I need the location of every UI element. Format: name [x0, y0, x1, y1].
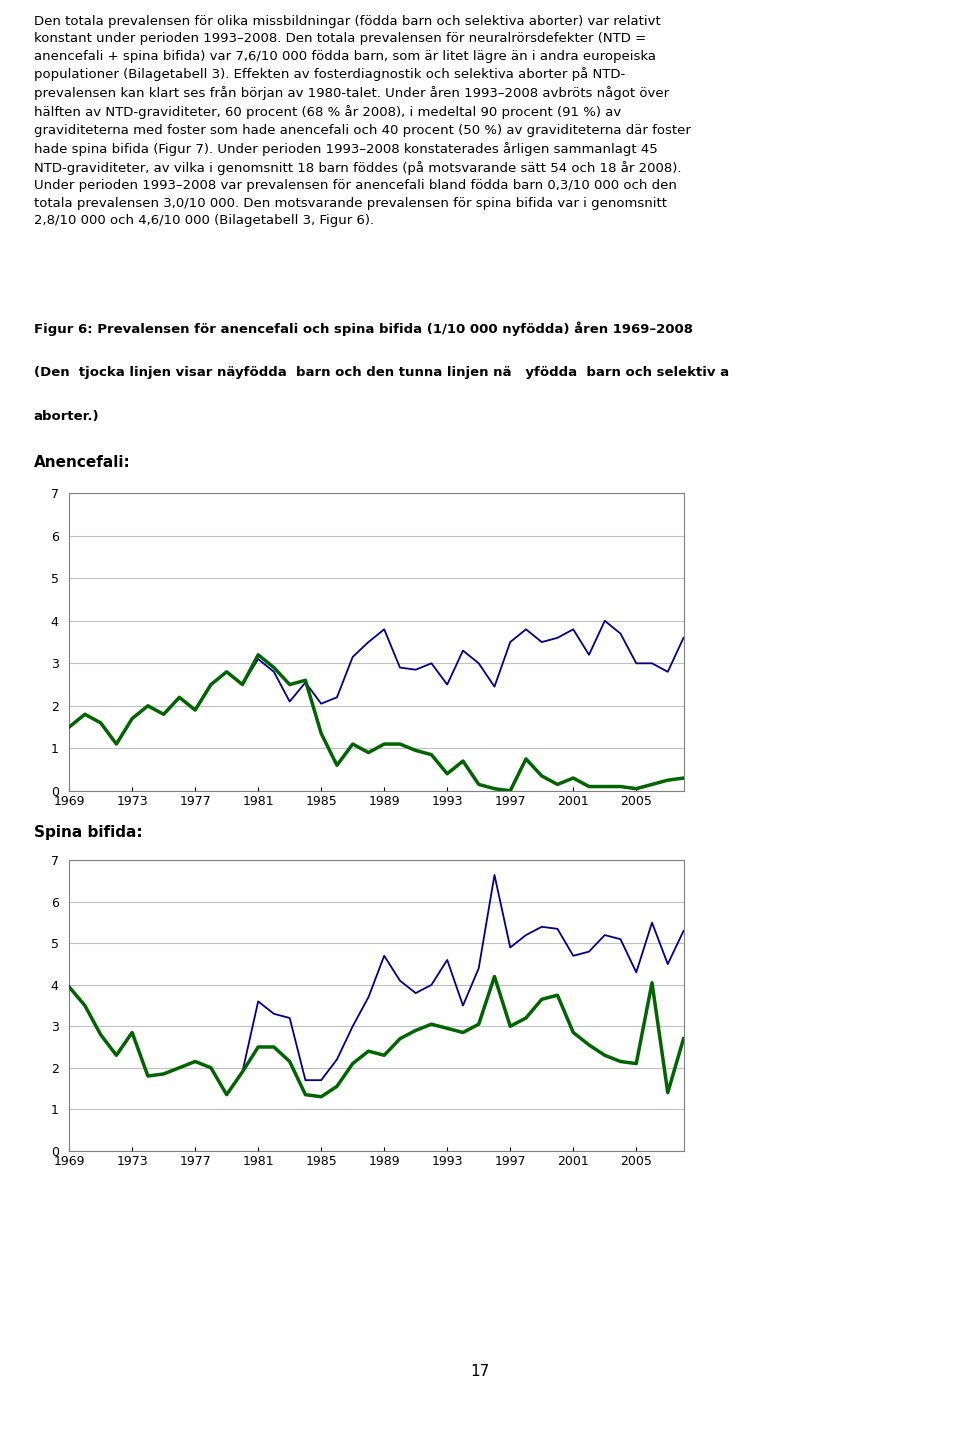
Text: aborter.): aborter.) [34, 411, 99, 424]
Text: Den totala prevalensen för olika missbildningar (födda barn och selektiva aborte: Den totala prevalensen för olika missbil… [34, 15, 690, 226]
Text: 17: 17 [470, 1364, 490, 1378]
Text: (Den  tjocka linjen visar näyfödda  barn och den tunna linjen nä   yfödda  barn : (Den tjocka linjen visar näyfödda barn o… [34, 366, 729, 379]
Text: Figur 6: Prevalensen för anencefali och spina bifida (1/10 000 nyfödda) åren 196: Figur 6: Prevalensen för anencefali och … [34, 321, 692, 335]
Text: Spina bifida:: Spina bifida: [34, 826, 142, 840]
Text: Anencefali:: Anencefali: [34, 456, 131, 470]
